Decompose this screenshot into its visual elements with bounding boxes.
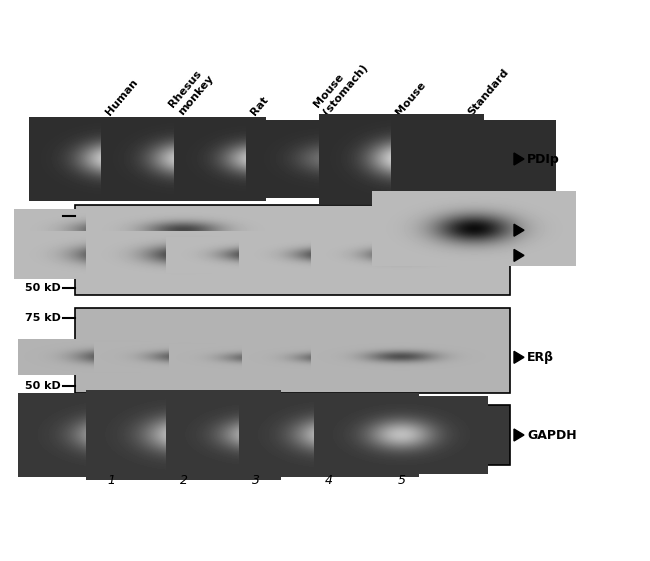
- Bar: [75, 205, 510, 295]
- Text: ERβ: ERβ: [527, 351, 554, 364]
- Text: 4: 4: [325, 473, 333, 486]
- Text: PDIp: PDIp: [527, 153, 560, 165]
- Polygon shape: [514, 351, 524, 364]
- Bar: [75, 308, 510, 393]
- Polygon shape: [514, 429, 524, 441]
- Text: 3: 3: [252, 473, 260, 486]
- Text: 2: 2: [180, 473, 188, 486]
- Text: 5: 5: [397, 473, 405, 486]
- Polygon shape: [514, 250, 524, 261]
- Polygon shape: [514, 153, 524, 165]
- Text: 50 kD: 50 kD: [25, 283, 61, 293]
- Text: Rat: Rat: [248, 94, 270, 117]
- Polygon shape: [514, 224, 524, 236]
- Text: Rhesus
monkey: Rhesus monkey: [167, 66, 215, 117]
- Text: 75 kD: 75 kD: [25, 313, 61, 323]
- Text: GAPDH: GAPDH: [527, 429, 577, 442]
- Text: Mouse: Mouse: [394, 80, 427, 117]
- Text: 1: 1: [107, 473, 115, 486]
- Text: Human: Human: [103, 77, 140, 117]
- Text: ERα66: ERα66: [527, 224, 571, 237]
- Text: 50 kD: 50 kD: [25, 381, 61, 391]
- Text: 75 kD: 75 kD: [25, 211, 61, 221]
- Text: Standard: Standard: [466, 67, 511, 117]
- Text: Mouse
(stomach): Mouse (stomach): [312, 54, 369, 117]
- Bar: [75, 405, 510, 465]
- Bar: [75, 125, 510, 193]
- Text: ERα55: ERα55: [527, 249, 571, 262]
